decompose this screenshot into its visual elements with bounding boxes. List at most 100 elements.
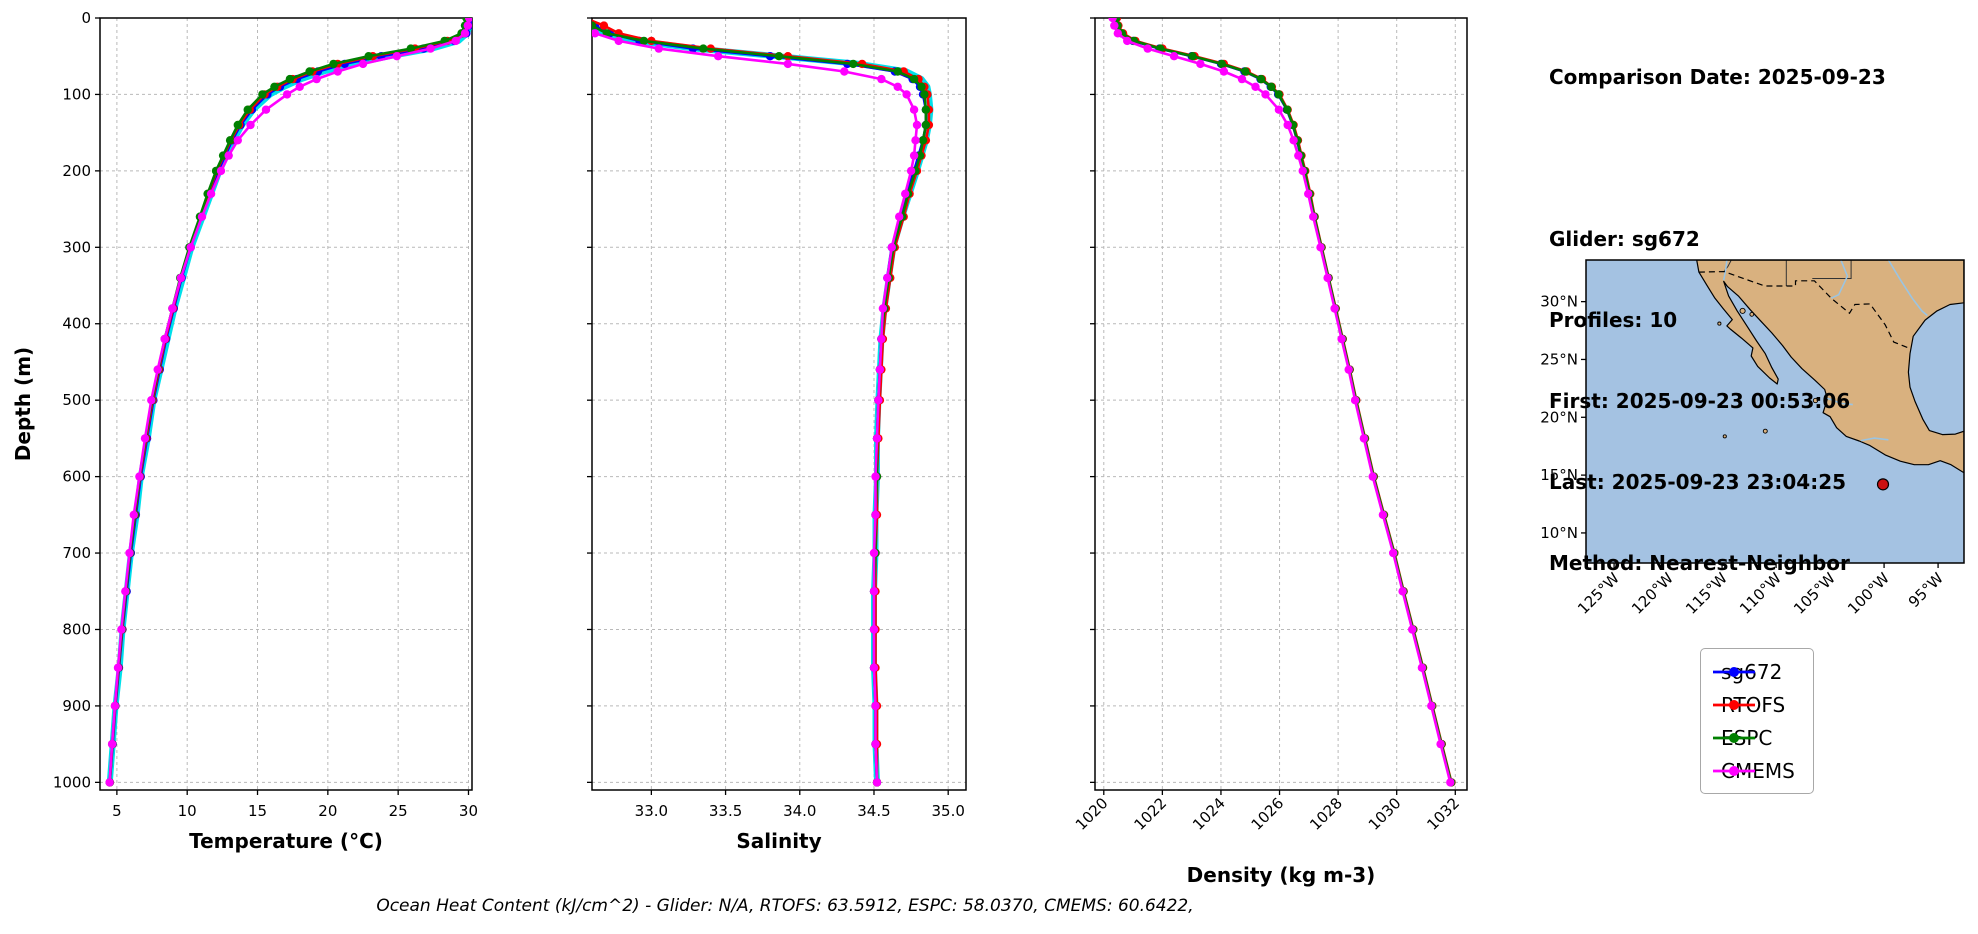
series-marker-CMEMS xyxy=(878,304,888,313)
svg-text:33.0: 33.0 xyxy=(635,802,668,820)
series-marker-ESPC xyxy=(699,44,708,53)
map-lat-tick-label: 25°N xyxy=(1540,350,1578,368)
series-marker-CMEMS xyxy=(1294,151,1303,160)
series-marker-ESPC xyxy=(915,151,925,160)
series-marker-CMEMS xyxy=(282,90,292,99)
series-marker-ESPC xyxy=(243,105,252,114)
legend-item-sg672: sg672 xyxy=(1711,655,1795,688)
series-marker-CMEMS xyxy=(117,625,126,634)
series-marker-CMEMS xyxy=(216,166,226,176)
series-marker-ESPC xyxy=(1274,90,1283,99)
series-marker-CMEMS xyxy=(110,701,120,711)
series-marker-CMEMS xyxy=(129,510,138,519)
svg-text:1022: 1022 xyxy=(1130,794,1170,834)
series-marker-CMEMS xyxy=(1309,212,1318,221)
legend-marker-ESPC xyxy=(1713,732,1755,743)
series-marker-CMEMS xyxy=(871,472,880,481)
series-marker-ESPC xyxy=(921,120,931,130)
map-lon-tick-label: 95°W xyxy=(1905,569,1947,611)
legend-marker-CMEMS xyxy=(1713,765,1755,776)
series-marker-CMEMS xyxy=(874,396,883,405)
series-marker-CMEMS xyxy=(160,334,169,344)
series-marker-CMEMS xyxy=(1337,334,1346,344)
legend-marker-sg672 xyxy=(1713,666,1755,677)
series-marker-RTOFS xyxy=(599,21,609,30)
svg-text:1020: 1020 xyxy=(1072,794,1112,834)
series-marker-ESPC xyxy=(1217,59,1227,69)
info-gap xyxy=(1549,145,1886,172)
series-marker-CMEMS xyxy=(1237,74,1247,84)
series-marker-ESPC xyxy=(592,21,597,30)
location-map: 125°W 120°W 115°W 110°W 105°W 100°W 95°W10°N15… xyxy=(1540,259,1965,618)
svg-text:600: 600 xyxy=(62,468,91,486)
svg-text:34.0: 34.0 xyxy=(783,802,816,820)
series-marker-CMEMS xyxy=(1427,701,1436,711)
map-lat-tick-label: 10°N xyxy=(1540,524,1578,542)
series-marker-CMEMS xyxy=(911,136,920,145)
series-marker-CMEMS xyxy=(1113,29,1123,38)
first-profile-time: First: 2025-09-23 00:53:06 xyxy=(1549,389,1851,413)
series-marker-CMEMS xyxy=(224,151,233,160)
svg-text:34.5: 34.5 xyxy=(857,802,890,820)
series-marker-CMEMS xyxy=(887,243,896,252)
country-border xyxy=(1698,270,1911,350)
series-marker-CMEMS xyxy=(869,548,879,558)
map-lat-tick-label: 15°N xyxy=(1540,466,1578,484)
series-marker-CMEMS xyxy=(135,472,144,481)
series-marker-ESPC xyxy=(364,52,373,61)
series-marker-CMEMS xyxy=(906,166,916,176)
series-line-CMEMS xyxy=(108,18,471,784)
profile-plots: 5 10 15 20 25 3001002003004005006007008009001… xyxy=(11,9,1468,887)
river xyxy=(1887,260,1928,317)
series-marker-ESPC xyxy=(917,82,926,92)
series-marker-ESPC xyxy=(1241,67,1250,76)
island xyxy=(1762,428,1768,434)
series-marker-CMEMS xyxy=(246,120,255,130)
series-marker-CMEMS xyxy=(1274,105,1284,114)
series-marker-CMEMS xyxy=(460,29,470,38)
interp-method: Method: Nearest-Neighbor xyxy=(1549,551,1850,575)
island xyxy=(1717,321,1722,326)
series-marker-CMEMS xyxy=(465,18,472,23)
series-marker-CMEMS xyxy=(1251,82,1260,92)
series-marker-CMEMS xyxy=(1261,90,1270,99)
series-marker-CMEMS xyxy=(840,67,849,76)
series-marker-CMEMS xyxy=(714,52,723,61)
series-marker-CMEMS xyxy=(895,212,904,221)
series-marker-ESPC xyxy=(1256,74,1266,84)
legend-item-CMEMS: CMEMS xyxy=(1711,754,1795,787)
coastline xyxy=(1696,260,1964,474)
series-marker-CMEMS xyxy=(1417,663,1427,672)
series-marker-CMEMS xyxy=(901,189,910,198)
series-marker-CMEMS xyxy=(561,14,569,22)
series-marker-CMEMS xyxy=(1110,21,1119,30)
comparison-date: Comparison Date: 2025-09-23 xyxy=(1549,65,1886,89)
series-marker-CMEMS xyxy=(233,136,242,145)
series-marker-CMEMS xyxy=(392,52,401,61)
series-line-CMEMS xyxy=(592,30,919,784)
island xyxy=(1739,307,1746,314)
svg-text:5: 5 xyxy=(112,802,122,820)
salinity-panel: 33.0 33.5 34.0 34.5 35.0 Salinity xyxy=(561,14,967,853)
map-lat-tick-label: 20°N xyxy=(1540,408,1578,426)
series-marker-ESPC xyxy=(1283,105,1292,114)
series-marker-ESPC xyxy=(918,136,928,145)
series-marker-CMEMS xyxy=(877,334,886,344)
svg-text:1026: 1026 xyxy=(1248,794,1288,834)
river xyxy=(1827,397,1853,406)
profiles-count: Profiles: 10 xyxy=(1549,308,1678,332)
series-marker-CMEMS xyxy=(451,36,460,46)
series-marker-CMEMS xyxy=(1143,44,1152,53)
series-line-sg672 xyxy=(108,18,472,784)
series-marker-CMEMS xyxy=(1344,365,1353,374)
series-marker-CMEMS xyxy=(909,151,919,160)
state-border xyxy=(1812,260,1852,279)
series-marker-ESPC xyxy=(920,90,929,99)
series-marker-CMEMS xyxy=(871,739,880,749)
series-marker-CMEMS xyxy=(592,29,600,38)
svg-text:500: 500 xyxy=(62,391,91,409)
series-marker-CMEMS xyxy=(1323,273,1332,283)
series-marker-CMEMS xyxy=(872,778,882,787)
ocean-heat-content-note: Ocean Heat Content (kJ/cm^2) - Glider: N… xyxy=(376,896,1194,916)
series-marker-CMEMS xyxy=(1169,52,1179,61)
